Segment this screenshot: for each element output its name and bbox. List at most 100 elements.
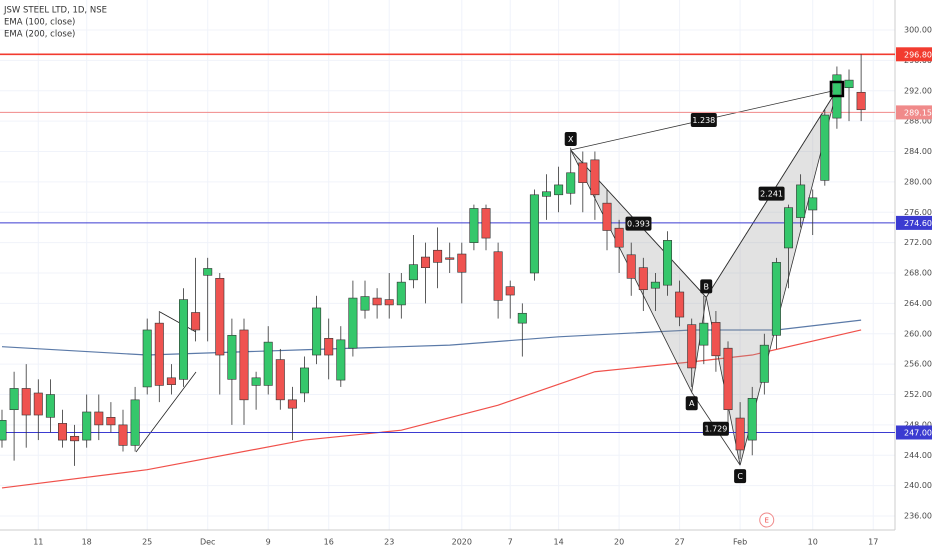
candle-body [808, 197, 818, 211]
x-tick-label: 17 [868, 538, 878, 547]
candle-body [626, 254, 636, 279]
x-tick-label: 2020 [452, 538, 472, 547]
price-badge [896, 215, 932, 230]
price-label: 296.80 [904, 50, 932, 59]
candle-body [735, 417, 745, 451]
candle-body [578, 162, 588, 183]
candle-body [505, 286, 515, 296]
x-tick-label: 7 [508, 538, 513, 547]
candle-body [493, 251, 503, 301]
x-tick-label: 10 [808, 538, 818, 547]
candle-body [711, 322, 721, 357]
candle-body [469, 208, 479, 243]
pattern-label: B [703, 282, 709, 291]
y-tick-label: 300.00 [904, 25, 932, 34]
legend-item: EMA (100, close) [4, 18, 75, 28]
candle-body [360, 296, 370, 311]
candle-body [324, 338, 334, 356]
candle-body [784, 207, 794, 249]
y-tick-label: 284.00 [904, 147, 932, 156]
price-label: 247.00 [904, 428, 932, 437]
candle-body [57, 423, 67, 441]
ratio-label: 2.241 [760, 190, 783, 199]
pattern-point [829, 80, 845, 98]
candle-body [723, 347, 733, 411]
candle-body [94, 411, 104, 426]
price-badge [896, 425, 932, 440]
candle-body [154, 322, 164, 386]
candle-body [687, 324, 697, 369]
candle-body [650, 281, 660, 289]
candle-body [179, 299, 189, 380]
candle-body [142, 329, 152, 388]
candle-body [300, 367, 310, 394]
y-tick-label: 264.00 [904, 299, 932, 308]
pattern-point [685, 396, 698, 411]
candle-body [517, 312, 527, 324]
candle-body [384, 299, 394, 306]
y-tick-label: 288.00 [904, 117, 932, 126]
x-tick-label: 23 [384, 538, 394, 547]
candle-body [542, 191, 552, 197]
candle-body [275, 359, 285, 401]
y-tick-label: 256.00 [904, 360, 932, 369]
candle-body [70, 435, 80, 442]
candle-body [481, 208, 491, 239]
x-tick-label: 14 [554, 538, 564, 547]
candle-body [312, 307, 322, 356]
drawing-line [159, 311, 197, 333]
x-tick-label: 9 [266, 538, 271, 547]
candle-body [372, 297, 382, 306]
candle-body [759, 344, 769, 383]
candle-body [239, 329, 249, 401]
candle-body [396, 281, 406, 306]
candle-body [118, 424, 128, 446]
candle-body [82, 411, 92, 441]
price-badge [896, 47, 932, 62]
candle-body [457, 253, 467, 273]
y-tick-label: 260.00 [904, 329, 932, 338]
ema-line [1, 319, 862, 356]
x-tick-label: 11 [33, 538, 43, 547]
candle-body [602, 202, 612, 231]
price-badge [896, 105, 932, 120]
price-label: 289.15 [904, 108, 932, 117]
x-tick-label: 20 [614, 538, 624, 547]
candle-body [191, 312, 201, 331]
candle-body [638, 267, 648, 291]
candle-body [699, 322, 709, 346]
y-tick-label: 272.00 [904, 238, 932, 247]
ratio-badge [625, 216, 652, 231]
candle-body [9, 388, 19, 411]
x-tick-label: 25 [142, 538, 152, 547]
candle-body [263, 341, 273, 386]
candle-body [844, 79, 854, 89]
ratio-badge [702, 421, 729, 436]
y-tick-label: 280.00 [904, 177, 932, 186]
candle-body [251, 377, 261, 386]
candle-body [796, 184, 806, 218]
x-tick-label: Feb [733, 538, 747, 547]
x-tick-label: Dec [200, 538, 215, 547]
candle-body [820, 114, 830, 181]
candle-body [130, 399, 140, 446]
candle-body [675, 291, 685, 318]
pattern-label: A [689, 399, 695, 408]
event-marker [759, 512, 775, 528]
candle-body [287, 399, 297, 409]
chart-title: JSW STEEL LTD, 1D, NSE [3, 6, 107, 16]
candle-body [421, 256, 431, 268]
pattern-point [734, 469, 747, 484]
y-tick-label: 236.00 [904, 512, 932, 521]
candle-body [166, 377, 176, 385]
pattern-label: C [737, 472, 743, 481]
candle-body [408, 264, 418, 281]
candle-body [529, 194, 539, 274]
candle-body [566, 172, 576, 194]
event-label: E [765, 517, 769, 525]
y-tick-label: 268.00 [904, 269, 932, 278]
candle-body [203, 268, 213, 276]
ratio-label: 1.729 [704, 425, 727, 434]
